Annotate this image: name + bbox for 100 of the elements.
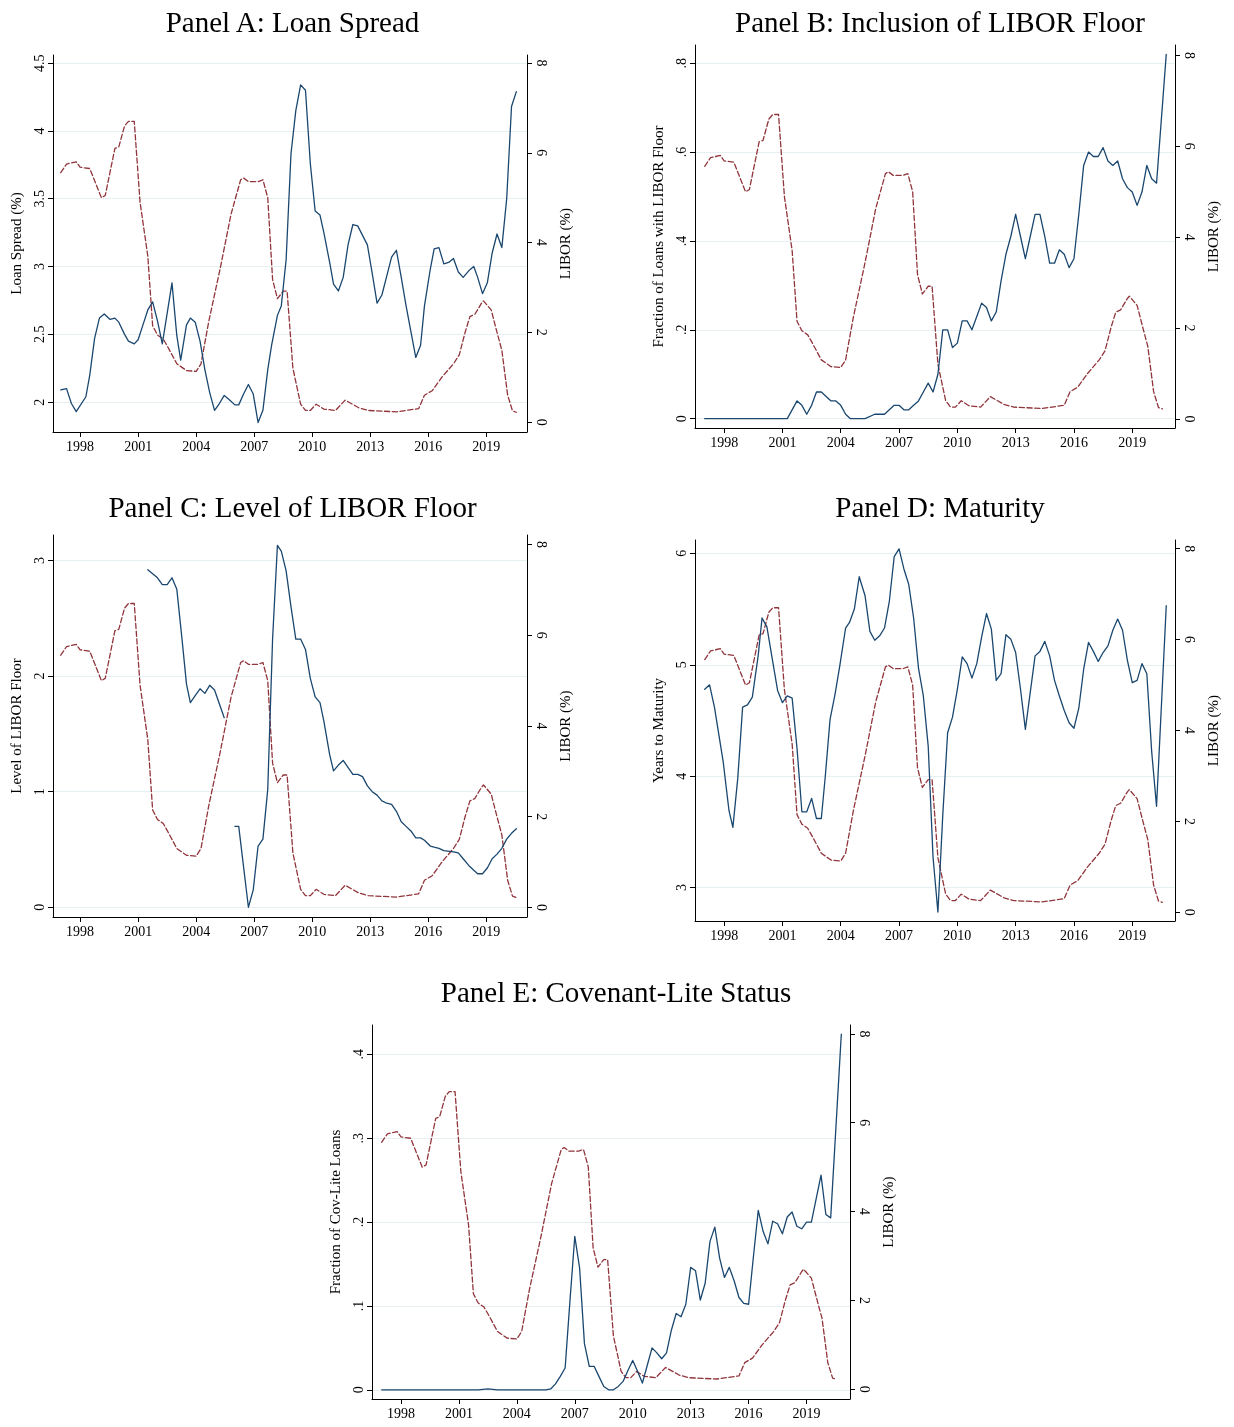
x-tick-label: 2019 [1118,927,1147,943]
x-tick-label: 2016 [1059,927,1088,943]
line-series [704,607,1164,904]
x-tick-label: 2010 [298,438,327,454]
chart-title: Panel A: Loan Spread [165,5,420,38]
x-tick-label: 2001 [444,1405,473,1421]
x-tick-label: 2001 [124,438,153,454]
y2-tick-label: 4 [1181,233,1197,241]
x-tick-label: 2016 [1059,434,1088,450]
chart-title: Panel D: Maturity [835,490,1046,523]
line-series [704,113,1164,410]
y2-tick-label: 0 [1181,908,1197,916]
x-tick-label: 2010 [618,1405,647,1421]
y-tick-label: .2 [350,1216,366,1228]
x-tick-label: 2007 [885,434,914,450]
y-tick-label: 1 [31,788,47,796]
y-tick-label: .4 [350,1049,366,1060]
y-tick-label: 2 [31,398,47,406]
chart-title: Panel B: Inclusion of LIBOR Floor [734,5,1146,38]
y2-tick-label: 0 [533,903,549,911]
y-tick-label: 4 [673,772,689,780]
x-tick-label: 2016 [414,923,443,939]
y2-tick-label: 6 [533,631,549,639]
y2-tick-label: 2 [533,328,549,336]
line-series [704,53,1167,420]
line-series [381,1033,842,1391]
y-tick-label: .4 [673,235,689,247]
y2-tick-label: 8 [1181,51,1197,59]
x-tick-label: 2019 [1118,434,1147,450]
y-tick-label: .8 [673,57,689,69]
x-tick-label: 2004 [502,1405,531,1421]
y2-axis-title: LIBOR (%) [556,690,574,762]
y2-tick-label: 6 [1181,636,1197,644]
x-tick-label: 2004 [826,434,855,450]
y-tick-label: 0 [31,903,47,911]
x-tick-label: 2010 [298,923,327,939]
y-axis-title: Fraction of Cov-Lite Loans [326,1129,343,1295]
y-tick-label: 4.5 [31,54,47,72]
y-tick-label: 3 [31,556,47,564]
y-tick-label: 6 [673,549,689,557]
x-tick-label: 2007 [885,927,914,943]
y-tick-label: 0 [673,415,689,423]
y2-axis-title: LIBOR (%) [879,1176,897,1248]
y2-axis-title: LIBOR (%) [1204,694,1222,767]
x-tick-label: 2013 [356,438,385,454]
x-tick-label: 2013 [1001,434,1030,450]
x-tick-label: 2019 [472,438,501,454]
y2-tick-label: 2 [1181,324,1197,332]
y-tick-label: .1 [350,1300,366,1312]
y2-tick-label: 4 [856,1208,872,1216]
y2-tick-label: 2 [533,813,549,821]
y2-tick-label: 0 [1181,415,1197,423]
x-tick-label: 1998 [710,927,739,943]
x-tick-label: 2004 [182,438,211,454]
y2-tick-label: 6 [533,149,549,157]
y-tick-label: 2 [31,672,47,680]
y-tick-label: 3 [673,884,689,892]
y2-tick-label: 6 [1181,142,1197,150]
line-series [60,602,518,899]
y2-tick-label: 8 [856,1030,872,1038]
chart-title: Panel C: Level of LIBOR Floor [108,490,477,523]
y2-tick-label: 0 [533,418,549,426]
y2-tick-label: 8 [533,59,549,67]
x-tick-label: 2013 [1001,927,1030,943]
y-tick-label: .6 [673,146,689,158]
x-tick-label: 1998 [66,438,95,454]
y-tick-label: 4 [31,127,47,135]
x-tick-label: 2019 [792,1405,821,1421]
x-tick-label: 2010 [943,927,972,943]
y-tick-label: 2.5 [31,325,47,344]
y2-tick-label: 4 [533,239,549,247]
y2-tick-label: 8 [1181,545,1197,553]
y-tick-label: 5 [673,661,689,669]
x-tick-label: 2013 [676,1405,705,1421]
y-tick-label: .2 [673,324,689,336]
y2-tick-label: 4 [1181,727,1197,734]
x-tick-label: 2010 [943,434,972,450]
chart-title: Panel E: Covenant-Lite Status [440,975,792,1008]
x-tick-label: 2013 [356,923,385,939]
x-tick-label: 2004 [182,923,211,939]
y-tick-label: 0 [350,1386,366,1394]
x-tick-label: 2016 [414,438,443,454]
x-tick-label: 2004 [826,927,855,943]
x-tick-label: 2007 [560,1405,589,1421]
y-axis-title: Level of LIBOR Floor [7,658,24,794]
y2-tick-label: 0 [856,1385,872,1393]
y-axis-title: Loan Spread (%) [7,192,25,295]
x-tick-label: 2007 [240,923,269,939]
y2-tick-label: 8 [533,541,549,549]
line-series [704,548,1167,913]
y-axis-title: Fraction of Loans with LIBOR Floor [649,125,666,348]
x-tick-label: 2016 [734,1405,763,1421]
y-axis-title: Years to Maturity [649,677,666,784]
y2-tick-label: 6 [856,1119,872,1127]
y2-tick-label: 2 [856,1296,872,1304]
y-tick-label: 3 [31,263,47,271]
x-tick-label: 2001 [768,927,797,943]
y-tick-label: .3 [350,1132,366,1144]
x-tick-label: 1998 [66,923,95,939]
y2-axis-title: LIBOR (%) [556,207,574,280]
